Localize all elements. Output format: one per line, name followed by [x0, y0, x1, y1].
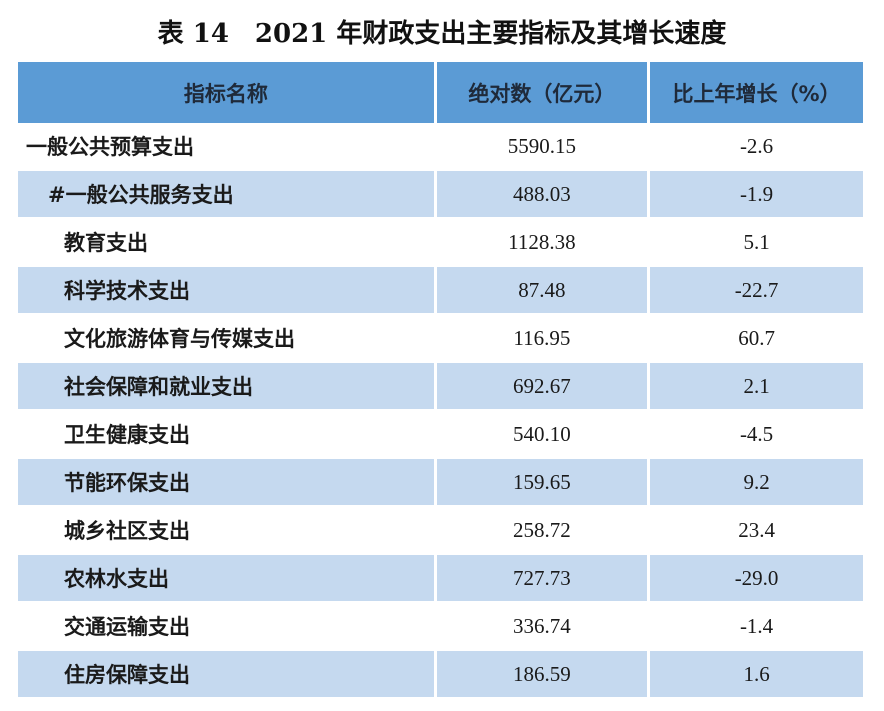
row-absolute-value: 186.59 — [436, 651, 651, 699]
row-absolute-value: 116.95 — [436, 315, 651, 363]
table-row: 卫生健康支出 540.10 -4.5 — [18, 411, 863, 459]
table-row: 城乡社区支出 258.72 23.4 — [18, 507, 863, 555]
table-row: 节能环保支出 159.65 9.2 — [18, 459, 863, 507]
row-indicator-name: 教育支出 — [18, 219, 437, 267]
row-absolute-value: 87.48 — [436, 267, 651, 315]
table-row: 教育支出 1128.38 5.1 — [18, 219, 863, 267]
table-row: 社会保障和就业支出 692.67 2.1 — [18, 363, 863, 411]
row-growth-rate: 60.7 — [650, 315, 863, 363]
row-indicator-name: 卫生健康支出 — [18, 411, 437, 459]
row-growth-rate: -22.7 — [650, 267, 863, 315]
table-row: 科学技术支出 87.48 -22.7 — [18, 267, 863, 315]
row-growth-rate: -29.0 — [650, 555, 863, 603]
row-absolute-value: 5590.15 — [436, 123, 651, 171]
row-indicator-name: 社会保障和就业支出 — [18, 363, 437, 411]
header-absolute-value: 绝对数（亿元） — [436, 62, 651, 123]
row-growth-rate: -2.6 — [650, 123, 863, 171]
table-row: 文化旅游体育与传媒支出 116.95 60.7 — [18, 315, 863, 363]
table-row: 交通运输支出 336.74 -1.4 — [18, 603, 863, 651]
row-growth-rate: 5.1 — [650, 219, 863, 267]
row-indicator-name: 城乡社区支出 — [18, 507, 437, 555]
row-growth-rate: -4.5 — [650, 411, 863, 459]
expenditure-table: 指标名称 绝对数（亿元） 比上年增长（%） 一般公共预算支出 5590.15 -… — [18, 62, 863, 699]
row-absolute-value: 1128.38 — [436, 219, 651, 267]
row-absolute-value: 540.10 — [436, 411, 651, 459]
row-indicator-name: #一般公共服务支出 — [18, 171, 437, 219]
row-absolute-value: 692.67 — [436, 363, 651, 411]
row-growth-rate: 2.1 — [650, 363, 863, 411]
row-absolute-value: 336.74 — [436, 603, 651, 651]
table-header-row: 指标名称 绝对数（亿元） 比上年增长（%） — [18, 62, 863, 123]
row-growth-rate: -1.4 — [650, 603, 863, 651]
row-indicator-name: 一般公共预算支出 — [18, 123, 437, 171]
row-indicator-name: 节能环保支出 — [18, 459, 437, 507]
row-absolute-value: 159.65 — [436, 459, 651, 507]
row-indicator-name: 科学技术支出 — [18, 267, 437, 315]
table-row: 住房保障支出 186.59 1.6 — [18, 651, 863, 699]
header-growth-rate: 比上年增长（%） — [650, 62, 863, 123]
table-row: 农林水支出 727.73 -29.0 — [18, 555, 863, 603]
row-growth-rate: 23.4 — [650, 507, 863, 555]
row-growth-rate: -1.9 — [650, 171, 863, 219]
header-indicator-name: 指标名称 — [18, 62, 437, 123]
row-growth-rate: 9.2 — [650, 459, 863, 507]
row-absolute-value: 488.03 — [436, 171, 651, 219]
table-row: #一般公共服务支出 488.03 -1.9 — [18, 171, 863, 219]
row-indicator-name: 农林水支出 — [18, 555, 437, 603]
table-title: 表 14 2021 年财政支出主要指标及其增长速度 — [157, 19, 727, 49]
row-absolute-value: 258.72 — [436, 507, 651, 555]
row-indicator-name: 文化旅游体育与传媒支出 — [18, 315, 437, 363]
row-growth-rate: 1.6 — [650, 651, 863, 699]
row-indicator-name: 住房保障支出 — [18, 651, 437, 699]
row-absolute-value: 727.73 — [436, 555, 651, 603]
table-row: 一般公共预算支出 5590.15 -2.6 — [18, 123, 863, 171]
row-indicator-name: 交通运输支出 — [18, 603, 437, 651]
